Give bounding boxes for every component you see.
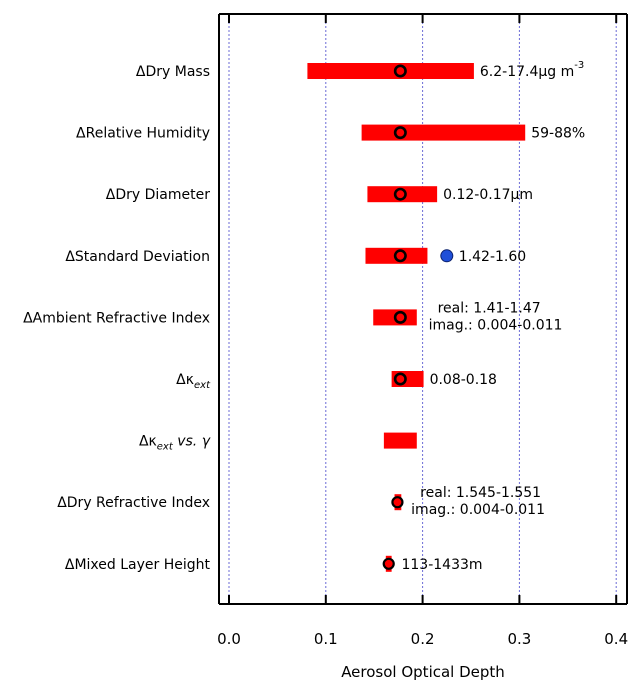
category-main: Δκ bbox=[176, 372, 194, 388]
range-bar bbox=[383, 432, 417, 449]
x-tick-label: 0.4 bbox=[604, 630, 628, 648]
category-labels: ΔDry Mass ΔRelative Humidity ΔDry Diameter… bbox=[23, 64, 211, 573]
annotations: 6.2-17.4μg m-3 59-88% 0.12-0.17μm 1.42-1.60… bbox=[401, 60, 585, 573]
category-label: ΔDry Diameter bbox=[106, 187, 210, 203]
category-label: ΔDry Refractive Index bbox=[57, 495, 210, 511]
range-bar bbox=[367, 186, 438, 203]
value-label: 6.2-17.4μg m-3 bbox=[480, 60, 584, 80]
category-main: Δκ bbox=[139, 434, 157, 450]
x-tick-label: 0.0 bbox=[217, 630, 241, 648]
category-main: ΔDry Mass bbox=[136, 64, 210, 80]
marker-point bbox=[393, 249, 407, 263]
category-label: ΔAmbient Refractive Index bbox=[23, 310, 210, 326]
value-text: real: 1.41-1.47 bbox=[438, 300, 541, 316]
marker-point bbox=[393, 372, 407, 386]
range-bar bbox=[307, 63, 474, 79]
value-text: imag.: 0.004-0.011 bbox=[411, 502, 545, 518]
category-main: ΔDry Refractive Index bbox=[57, 495, 210, 511]
value-text: 0.12-0.17μm bbox=[443, 187, 533, 203]
category-main: ΔDry Diameter bbox=[106, 187, 210, 203]
value-label: real: 1.41-1.47 bbox=[438, 300, 541, 316]
category-label: ΔRelative Humidity bbox=[76, 126, 210, 142]
value-text: imag.: 0.004-0.011 bbox=[429, 317, 563, 333]
value-text: 1.42-1.60 bbox=[459, 249, 526, 265]
value-text: real: 1.545-1.551 bbox=[420, 485, 541, 501]
category-label: ΔMixed Layer Height bbox=[65, 557, 211, 573]
category-sub: ext bbox=[194, 380, 211, 391]
category-sub: ext bbox=[157, 442, 174, 453]
value-label: real: 1.545-1.551 bbox=[420, 485, 541, 501]
marker-point bbox=[391, 496, 404, 509]
value-text: 113-1433m bbox=[401, 557, 482, 573]
value-label: 1.42-1.60 bbox=[459, 249, 526, 265]
marker-point bbox=[382, 557, 395, 570]
marker-point bbox=[393, 187, 407, 201]
category-label: Δκext vs. γ bbox=[139, 434, 211, 453]
marker-point bbox=[393, 64, 407, 78]
value-label: 59-88% bbox=[531, 126, 585, 142]
value-text: 6.2-17.4μg m bbox=[480, 64, 574, 80]
range-bar bbox=[365, 247, 428, 264]
x-axis-title: Aerosol Optical Depth bbox=[341, 663, 505, 681]
category-main: ΔMixed Layer Height bbox=[65, 557, 211, 573]
x-tick-label: 0.1 bbox=[314, 630, 338, 648]
value-text: 59-88% bbox=[531, 126, 585, 142]
value-label: 0.12-0.17μm bbox=[443, 187, 533, 203]
value-label: 113-1433m bbox=[401, 557, 482, 573]
category-label: Δκext bbox=[176, 372, 211, 391]
value-label: 0.08-0.18 bbox=[430, 372, 497, 388]
marker-point bbox=[393, 126, 407, 140]
value-sup: -3 bbox=[574, 60, 584, 71]
highlight-dot bbox=[440, 249, 454, 263]
category-main: ΔRelative Humidity bbox=[76, 126, 210, 142]
category-tail: vs. γ bbox=[173, 434, 211, 450]
markers bbox=[382, 64, 407, 570]
category-label: ΔDry Mass bbox=[136, 64, 210, 80]
x-axis: 0.0 0.1 0.2 0.3 0.4 bbox=[217, 14, 628, 648]
x-tick-label: 0.2 bbox=[411, 630, 435, 648]
marker-point bbox=[393, 310, 407, 324]
value-label: imag.: 0.004-0.011 bbox=[411, 502, 545, 518]
category-main: ΔStandard Deviation bbox=[65, 249, 210, 265]
category-main: ΔAmbient Refractive Index bbox=[23, 310, 210, 326]
value-text: 0.08-0.18 bbox=[430, 372, 497, 388]
category-label: ΔStandard Deviation bbox=[65, 249, 210, 265]
range-bar bbox=[361, 124, 526, 141]
value-label: imag.: 0.004-0.011 bbox=[429, 317, 563, 333]
x-tick-label: 0.3 bbox=[507, 630, 531, 648]
